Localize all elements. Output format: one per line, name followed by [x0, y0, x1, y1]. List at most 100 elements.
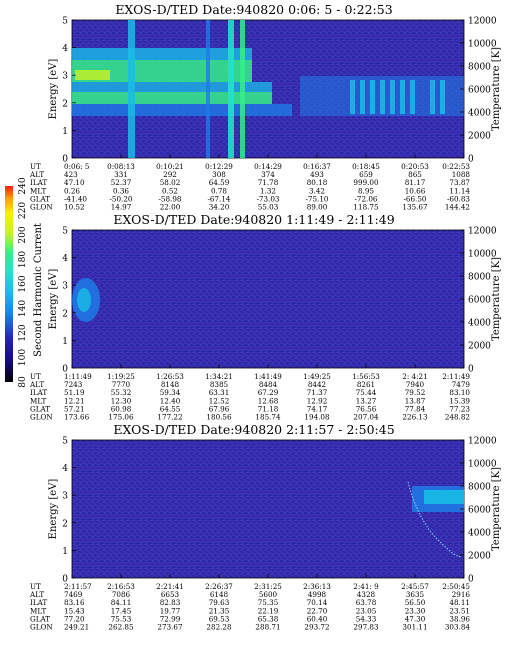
- table-cell: -75.10: [305, 194, 328, 203]
- table-cell: 177.22: [157, 413, 182, 422]
- table-cell: -60.83: [447, 194, 470, 203]
- y2-tick-label: 4000: [468, 109, 491, 119]
- cyan-band-mid: [72, 82, 272, 92]
- table-cell: 288.71: [255, 623, 280, 632]
- panel-title: EXOS-D/TED Date:940820 1:11:49 - 2:11:49: [113, 212, 394, 227]
- table-cell: 185.74: [255, 413, 281, 422]
- table-cell: 76.56: [356, 404, 377, 413]
- table-cell: 64.55: [160, 404, 181, 413]
- table-cell: 65.38: [258, 614, 279, 623]
- row-label: MLT: [30, 606, 47, 615]
- y2-tick-label: 0: [468, 575, 474, 585]
- vertical-stripe-2: [228, 20, 234, 158]
- table-cell: 2916: [452, 590, 471, 599]
- vertical-stripe-3: [240, 20, 245, 158]
- table-cell: 56.50: [405, 598, 426, 607]
- table-cell: 83.16: [64, 598, 85, 607]
- table-cell: 0.36: [113, 186, 129, 195]
- row-label: UT: [30, 162, 41, 171]
- table-cell: 34.20: [209, 203, 230, 212]
- table-cell: 12.52: [209, 396, 230, 405]
- row-label: ALT: [29, 380, 44, 389]
- table-cell: 63.31: [209, 388, 230, 397]
- table-cell: 60.40: [307, 614, 328, 623]
- table-cell: 0:10:21: [156, 162, 184, 171]
- table-cell: 0:20:53: [401, 162, 429, 171]
- table-cell: 54.33: [356, 614, 377, 623]
- y2-tick-label: 0: [468, 365, 474, 375]
- row-label: GLAT: [30, 194, 50, 203]
- row-label: ILAT: [30, 178, 47, 187]
- y-tick-label: 2: [62, 99, 68, 109]
- table-cell: 297.83: [353, 623, 379, 632]
- table-cell: 293.72: [304, 623, 329, 632]
- y2-tick-label: 0: [468, 155, 474, 165]
- table-cell: 80.18: [307, 178, 328, 187]
- table-cell: -41.40: [64, 194, 87, 203]
- y-tick-label: 2: [62, 519, 68, 529]
- table-cell: 89.00: [307, 203, 328, 212]
- table-cell: 84.11: [111, 598, 132, 607]
- table-cell: 1:41:49: [254, 372, 282, 381]
- table-cell: 14.97: [111, 203, 132, 212]
- y-tick-label: 4: [62, 44, 68, 54]
- panel-title: EXOS-D/TED Date:940820 0:06: 5 - 0:22:53: [115, 2, 392, 17]
- y2-axis-label: Temperature [K]: [491, 257, 502, 341]
- table-cell: 74.17: [307, 404, 328, 413]
- table-cell: 59.34: [160, 388, 181, 397]
- y-tick-label: 4: [62, 254, 68, 264]
- table-cell: 6148: [210, 590, 229, 599]
- y2-tick-label: 8000: [468, 273, 491, 283]
- table-cell: 73.87: [449, 178, 470, 187]
- table-cell: 118.75: [353, 203, 379, 212]
- temperature-trace: [407, 481, 463, 558]
- table-cell: 8442: [308, 380, 326, 389]
- table-cell: 1088: [452, 170, 471, 179]
- colorbar-tick-label: 100: [18, 349, 28, 366]
- table-cell: 7770: [112, 380, 131, 389]
- table-cell: 70.14: [307, 598, 328, 607]
- table-cell: 4998: [308, 590, 327, 599]
- table-cell: 64.59: [209, 178, 230, 187]
- table-cell: 15.43: [64, 606, 85, 615]
- table-cell: 13.27: [356, 396, 377, 405]
- y2-axis-label: Temperature [K]: [491, 47, 502, 131]
- table-cell: 2:21:41: [156, 582, 184, 591]
- y-axis-label: Energy [eV]: [48, 269, 59, 330]
- table-cell: 48.11: [449, 598, 470, 607]
- table-cell: 69.53: [209, 614, 230, 623]
- table-cell: 7243: [64, 380, 83, 389]
- table-cell: 72.99: [160, 614, 181, 623]
- colorbar-tick-label: 80: [18, 376, 28, 388]
- table-cell: 0:14:29: [254, 162, 282, 171]
- table-cell: -73.03: [256, 194, 279, 203]
- table-cell: 12.40: [160, 396, 181, 405]
- table-cell: 175.06: [108, 413, 134, 422]
- table-cell: 249.21: [64, 623, 89, 632]
- table-cell: 262.85: [108, 623, 134, 632]
- table-cell: 7479: [452, 380, 471, 389]
- row-label: GLON: [30, 203, 53, 212]
- table-cell: 75.35: [258, 598, 279, 607]
- table-cell: 79.63: [209, 598, 230, 607]
- table-cell: 7469: [64, 590, 83, 599]
- plot-area: [71, 439, 465, 579]
- table-cell: 301.11: [402, 623, 427, 632]
- row-label: GLON: [30, 623, 53, 632]
- table-cell: 2:31:25: [254, 582, 282, 591]
- y2-tick-label: 2000: [468, 552, 491, 562]
- table-cell: 6653: [161, 590, 180, 599]
- table-cell: 0.52: [162, 186, 178, 195]
- table-cell: 493: [310, 170, 324, 179]
- row-label: GLAT: [30, 614, 50, 623]
- table-cell: 77.84: [405, 404, 426, 413]
- row-label: MLT: [30, 396, 47, 405]
- y2-tick-label: 12000: [468, 227, 497, 237]
- table-cell: 659: [359, 170, 373, 179]
- table-cell: 8484: [259, 380, 278, 389]
- table-cell: 2:26:37: [205, 582, 233, 591]
- table-cell: 2: 4:21: [402, 372, 427, 381]
- panel-title: EXOS-D/TED Date:940820 2:11:57 - 2:50:45: [113, 422, 394, 437]
- table-cell: 865: [408, 170, 422, 179]
- y2-tick-label: 10000: [468, 460, 497, 470]
